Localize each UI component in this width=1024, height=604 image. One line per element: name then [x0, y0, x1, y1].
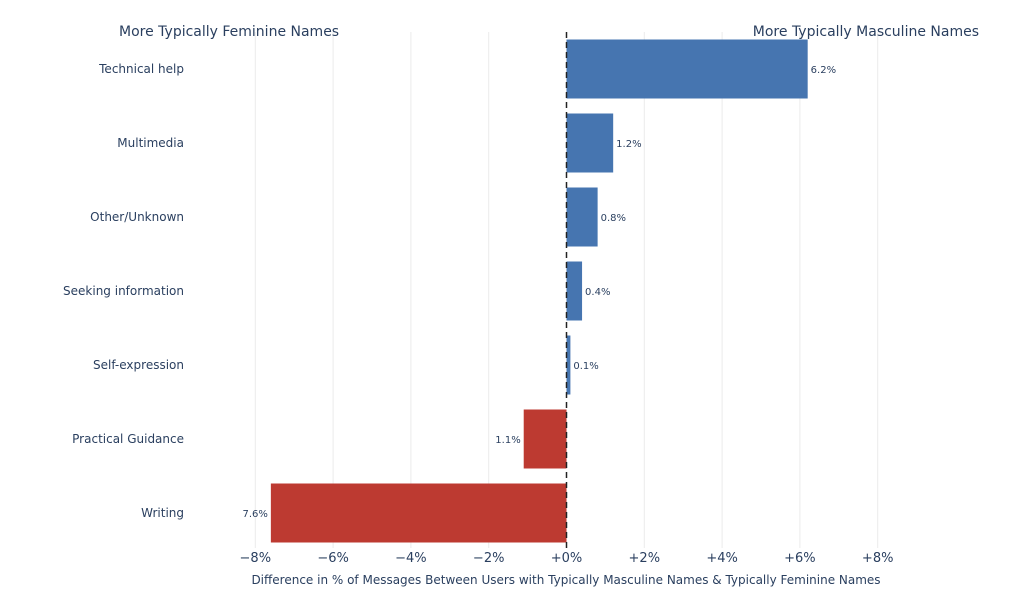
bar — [566, 187, 598, 247]
bar — [566, 113, 614, 173]
bar-value-label: 0.1% — [573, 361, 598, 372]
bar-value-label: 6.2% — [811, 65, 836, 76]
bar-value-label: 7.6% — [242, 509, 267, 520]
category-label: Seeking information — [63, 284, 184, 298]
label-layer: 6.2% 1.2% 0.8% 0.4% 0.1% 1.1% 7.6% — [242, 65, 836, 520]
x-tick-label: −6% — [317, 551, 349, 566]
category-label: Writing — [141, 506, 184, 520]
bar — [270, 483, 567, 543]
x-tick-label: +6% — [784, 551, 816, 566]
bar-value-label: 0.8% — [601, 213, 626, 224]
x-axis-title: Difference in % of Messages Between User… — [251, 573, 880, 587]
category-layer: Technical help Multimedia Other/Unknown See… — [63, 62, 184, 520]
bar-value-label: 1.2% — [616, 139, 641, 150]
category-label: Practical Guidance — [72, 432, 184, 446]
bar-layer — [270, 39, 808, 543]
grid-layer — [254, 32, 879, 548]
x-tick-label: −8% — [240, 551, 272, 566]
left-title: More Typically Feminine Names — [119, 24, 339, 40]
bar-value-label: 1.1% — [495, 435, 520, 446]
category-label: Multimedia — [117, 136, 184, 150]
tick-layer: −8% −6% −4% −2% +0% +2% +4% +6% +8% — [240, 551, 894, 566]
bar — [523, 409, 567, 469]
x-tick-label: +4% — [706, 551, 738, 566]
category-label: Other/Unknown — [90, 210, 184, 224]
x-tick-label: +0% — [551, 551, 583, 566]
bar — [566, 39, 808, 99]
x-tick-label: +2% — [629, 551, 661, 566]
bar — [566, 335, 571, 395]
x-tick-label: −4% — [395, 551, 427, 566]
x-tick-label: +8% — [862, 551, 894, 566]
x-tick-label: −2% — [473, 551, 505, 566]
category-label: Technical help — [98, 62, 184, 76]
category-label: Self-expression — [93, 358, 184, 372]
right-title: More Typically Masculine Names — [753, 24, 979, 40]
bar — [566, 261, 583, 321]
bar-value-label: 0.4% — [585, 287, 610, 298]
